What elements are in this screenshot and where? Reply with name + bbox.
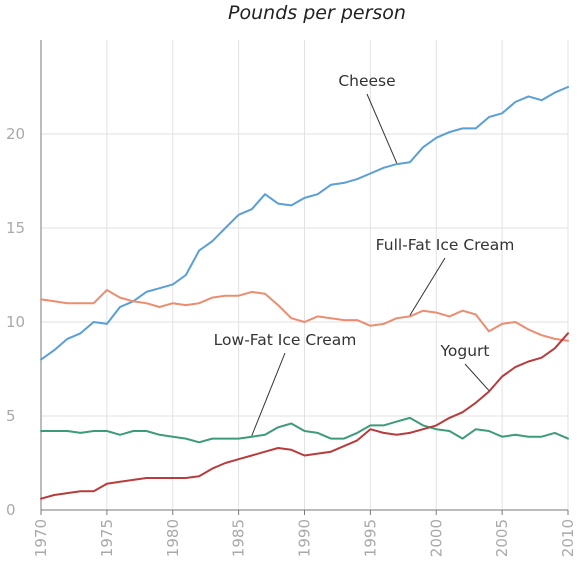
y-tick-label: 0 xyxy=(6,501,16,519)
annotation-leader-line xyxy=(366,93,398,164)
series-line-full-fat-ice-cream xyxy=(40,289,569,342)
x-tick-label: 2010 xyxy=(559,519,577,557)
y-tick-label: 10 xyxy=(6,313,25,331)
x-tick-label: 1995 xyxy=(361,519,379,557)
annotation-label: Low-Fat Ice Cream xyxy=(214,331,357,349)
series-line-yogurt xyxy=(40,332,569,500)
series-line-low-fat-ice-cream xyxy=(40,416,569,444)
x-tick-label: 2005 xyxy=(493,519,511,557)
x-tick-label: 2000 xyxy=(427,519,445,557)
annotation-leader-line xyxy=(464,363,490,391)
y-tick-label: 5 xyxy=(6,407,16,425)
axes: 1970 1975 1980 1985 1990 1995 2000 2005 2010 0 5 10… xyxy=(6,40,577,557)
x-tick-label: 1985 xyxy=(230,519,248,557)
annotations: Cheese Full-Fat Ice Cream Low-Fat Ice Crea… xyxy=(214,72,515,436)
chart-title: Pounds per person xyxy=(228,2,406,24)
annotation-label: Full-Fat Ice Cream xyxy=(376,236,515,254)
grid xyxy=(41,40,569,510)
annotation-label: Yogurt xyxy=(439,342,489,360)
series-line-cheese xyxy=(40,86,569,361)
x-tick-label: 1980 xyxy=(164,519,182,557)
x-tick-label: 1975 xyxy=(98,519,116,557)
x-tick-label: 1970 xyxy=(32,519,50,557)
annotation-leader-line xyxy=(409,257,446,316)
y-tick-label: 20 xyxy=(6,125,25,143)
y-tick-label: 15 xyxy=(6,219,25,237)
series-layer xyxy=(40,86,569,500)
annotation-label: Cheese xyxy=(338,72,395,90)
annotation-leader-line xyxy=(251,352,286,436)
x-tick-label: 1990 xyxy=(296,519,314,557)
